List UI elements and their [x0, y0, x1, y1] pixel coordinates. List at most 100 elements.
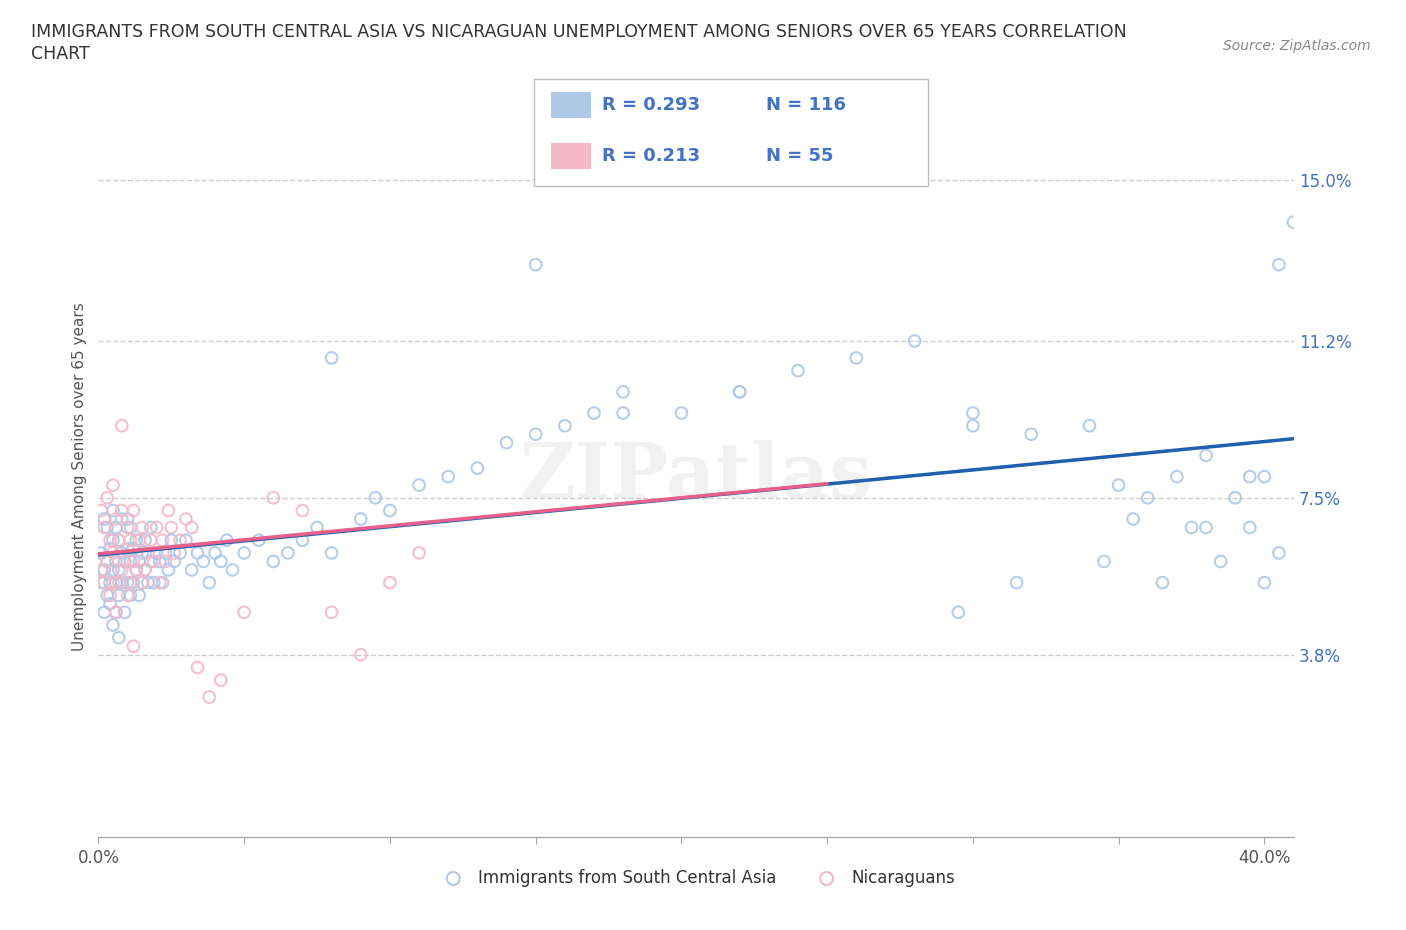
Point [90, 503, 112, 518]
Point [117, 520, 139, 535]
Point [139, 520, 162, 535]
Point [98, 533, 121, 548]
Point [125, 563, 148, 578]
Point [495, 435, 517, 450]
Point [117, 588, 139, 603]
Point [1092, 554, 1115, 569]
Point [125, 533, 148, 548]
Point [1180, 520, 1202, 535]
Point [114, 554, 136, 569]
Point [90, 575, 112, 590]
Point [90, 563, 112, 578]
Point [111, 418, 134, 433]
Point [378, 503, 401, 518]
Point [291, 533, 314, 548]
Point [104, 604, 127, 619]
Point [122, 541, 145, 556]
Point [364, 490, 387, 505]
Point [98, 596, 121, 611]
Text: R = 0.213: R = 0.213 [602, 147, 700, 166]
Point [1282, 215, 1305, 230]
Point [128, 533, 150, 548]
Point [139, 554, 162, 569]
Point [437, 470, 460, 485]
Point [174, 533, 197, 548]
Point [962, 418, 984, 433]
Point [408, 478, 430, 493]
Point [104, 520, 127, 535]
Point [108, 631, 131, 645]
Point [1253, 575, 1275, 590]
Point [233, 546, 256, 561]
Point [247, 533, 270, 548]
Point [215, 533, 238, 548]
Text: R = 0.293: R = 0.293 [602, 96, 700, 114]
Point [120, 575, 142, 590]
Point [180, 520, 202, 535]
Point [93, 512, 115, 526]
Point [378, 575, 401, 590]
Point [104, 512, 127, 526]
Point [101, 546, 124, 561]
Point [1195, 448, 1218, 463]
Point [903, 334, 925, 349]
Point [582, 405, 605, 420]
Point [131, 575, 153, 590]
Point [1078, 418, 1101, 433]
Point [96, 554, 118, 569]
Point [1239, 470, 1261, 485]
Point [671, 405, 693, 420]
Point [101, 563, 124, 578]
Point [120, 588, 142, 603]
Point [209, 672, 232, 687]
Text: CHART: CHART [31, 45, 90, 62]
Legend: Immigrants from South Central Asia, Nicaraguans: Immigrants from South Central Asia, Nica… [430, 862, 962, 894]
Point [209, 554, 232, 569]
Point [554, 418, 576, 433]
Point [108, 533, 131, 548]
Point [277, 546, 299, 561]
Point [93, 575, 115, 590]
Point [787, 364, 810, 379]
Point [145, 546, 167, 561]
Point [93, 563, 115, 578]
Point [122, 554, 145, 569]
Point [120, 533, 142, 548]
Point [111, 563, 134, 578]
Point [180, 563, 202, 578]
Point [612, 384, 634, 399]
Point [186, 546, 208, 561]
Point [321, 546, 343, 561]
Point [948, 604, 970, 619]
Point [114, 554, 136, 569]
Point [1005, 575, 1028, 590]
Point [1195, 520, 1218, 535]
Point [101, 618, 124, 632]
Point [93, 604, 115, 619]
Point [134, 533, 156, 548]
Point [1136, 490, 1159, 505]
Point [128, 588, 150, 603]
Point [145, 520, 167, 535]
Point [962, 405, 984, 420]
Point [101, 575, 124, 590]
Point [157, 563, 180, 578]
Point [160, 520, 183, 535]
Point [1268, 258, 1291, 272]
Point [204, 546, 226, 561]
Point [98, 575, 121, 590]
Point [1108, 478, 1130, 493]
Point [120, 520, 142, 535]
Point [142, 575, 165, 590]
Point [111, 575, 134, 590]
Point [1253, 470, 1275, 485]
Y-axis label: Unemployment Among Seniors over 65 years: Unemployment Among Seniors over 65 years [72, 302, 87, 651]
Point [221, 563, 243, 578]
Point [131, 520, 153, 535]
Point [131, 546, 153, 561]
Point [1225, 490, 1247, 505]
Point [291, 503, 314, 518]
Point [1239, 520, 1261, 535]
Point [152, 533, 174, 548]
Point [108, 575, 131, 590]
